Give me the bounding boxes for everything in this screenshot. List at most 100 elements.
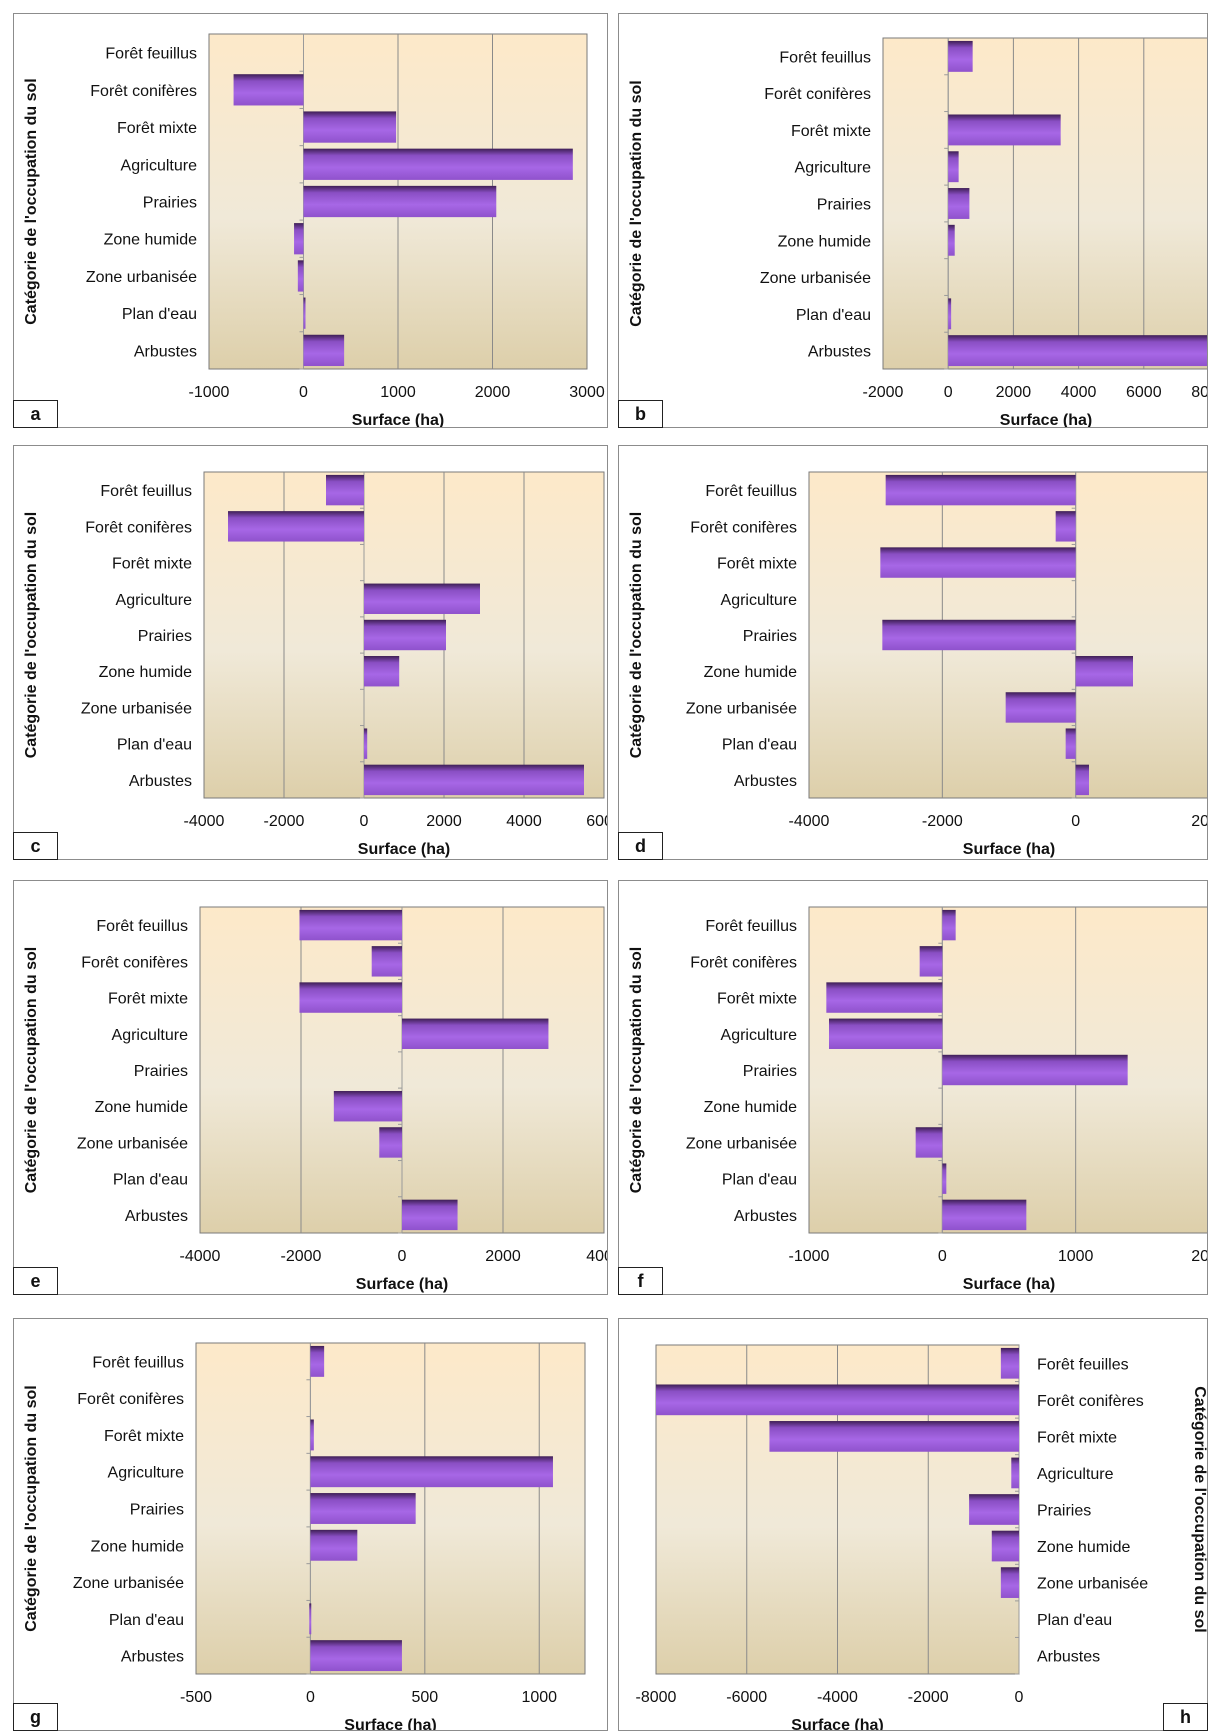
- category-label: Forêt mixte: [717, 991, 797, 1008]
- chart-panel-e: -4000 -2000 0 2000 4000 Forêt feuillus Forêt c…: [13, 880, 608, 1295]
- category-label: Zone humide: [704, 664, 797, 681]
- category-label: Plan d'eau: [1037, 1612, 1112, 1629]
- panel-letter: c: [13, 832, 58, 860]
- panel-letter: g: [13, 1703, 58, 1731]
- category-label: Plan d'eau: [722, 737, 797, 754]
- category-label: Agriculture: [1037, 1466, 1114, 1483]
- category-label: Forêt feuillus: [705, 483, 797, 500]
- category-label: Prairies: [1037, 1503, 1091, 1520]
- chart-svg: -4000 -2000 0 2000 Forêt feuillus Forêt conif…: [628, 471, 1207, 858]
- bar: [402, 1018, 549, 1049]
- y-axis-title: Catégorie de l'occupation du sol: [23, 947, 40, 1194]
- chart-panel-g: -500 0 500 1000 Forêt feuillus Forêt conifère…: [13, 1318, 608, 1731]
- category-label: Arbustes: [121, 1649, 184, 1666]
- bar: [310, 1493, 416, 1524]
- chart-panel-f: -1000 0 1000 2000 Forêt feuillus Forêt conifè…: [618, 880, 1208, 1295]
- x-tick-label: 0: [1015, 1689, 1024, 1706]
- x-tick-label: 2000: [485, 1248, 521, 1265]
- category-label: Zone urbanisée: [73, 1575, 184, 1592]
- category-label: Forêt conifères: [85, 519, 192, 536]
- y-axis-title: Catégorie de l'occupation du sol: [628, 80, 645, 327]
- bar: [310, 1419, 314, 1451]
- category-label: Forêt feuillus: [100, 483, 192, 500]
- bar: [303, 297, 306, 329]
- y-axis-title: Catégorie de l'occupation du sol: [628, 947, 645, 1194]
- category-label: Forêt conifères: [1037, 1393, 1144, 1410]
- x-tick-label: 1000: [380, 384, 416, 401]
- category-label: Arbustes: [125, 1208, 188, 1225]
- category-label: Zone humide: [95, 1099, 188, 1116]
- x-axis-title: Surface (ha): [791, 1717, 883, 1730]
- chart-svg: -500 0 500 1000 Forêt feuillus Forêt conifère…: [23, 1342, 586, 1730]
- bar: [885, 474, 1076, 506]
- bar: [969, 1494, 1019, 1525]
- category-label: Prairies: [143, 195, 197, 212]
- category-label: Zone urbanisée: [77, 1135, 188, 1152]
- category-label: Agriculture: [116, 592, 193, 609]
- bar: [1075, 764, 1089, 796]
- x-tick-label: 8000: [1191, 384, 1207, 401]
- x-tick-label: 2000: [996, 384, 1032, 401]
- x-tick-label: 6000: [586, 813, 607, 830]
- panel-letter: f: [618, 1267, 663, 1295]
- category-label: Forêt conifères: [90, 83, 197, 100]
- bar: [303, 334, 345, 367]
- x-tick-label: -2000: [863, 384, 904, 401]
- bar: [919, 946, 943, 977]
- category-label: Arbustes: [129, 773, 192, 790]
- chart-panel-d: -4000 -2000 0 2000 Forêt feuillus Forêt conif…: [618, 445, 1208, 860]
- bar: [303, 148, 573, 180]
- x-axis-title: Surface (ha): [963, 841, 1055, 858]
- x-tick-label: 0: [938, 1248, 947, 1265]
- category-label: Prairies: [130, 1502, 184, 1519]
- bar: [826, 982, 943, 1013]
- x-tick-label: 4000: [506, 813, 542, 830]
- category-label: Zone humide: [704, 1099, 797, 1116]
- category-label: Forêt conifères: [690, 954, 797, 971]
- x-tick-label: 0: [360, 813, 369, 830]
- bar: [942, 1199, 1027, 1231]
- x-tick-label: 3000: [569, 384, 605, 401]
- y-axis-title: Catégorie de l'occupation du sol: [23, 1385, 40, 1632]
- bar: [402, 1199, 458, 1231]
- bar: [379, 1127, 402, 1158]
- bar: [948, 114, 1061, 146]
- bar: [829, 1018, 943, 1049]
- bar: [326, 474, 364, 506]
- bar: [364, 656, 400, 687]
- x-tick-label: 6000: [1126, 384, 1162, 401]
- chart-svg: -8000 -6000 -4000 -2000 0 Forêt feuilles Forêt…: [636, 1344, 1207, 1730]
- chart-panel-h: -8000 -6000 -4000 -2000 0 Forêt feuilles Forêt…: [618, 1318, 1208, 1731]
- x-tick-label: -500: [180, 1689, 212, 1706]
- category-label: Plan d'eau: [109, 1612, 184, 1629]
- category-label: Zone urbanisée: [760, 270, 871, 287]
- bar: [656, 1384, 1019, 1416]
- category-label: Plan d'eau: [722, 1172, 797, 1189]
- bar: [364, 728, 368, 759]
- panel-letter: h: [1163, 1703, 1208, 1731]
- category-label: Zone humide: [104, 232, 197, 249]
- y-axis-title: Catégorie de l'occupation du sol: [23, 512, 40, 759]
- x-axis-title: Surface (ha): [344, 1717, 436, 1730]
- chart-svg: -1000 0 1000 2000 3000 Forêt feuillus Forêt co…: [23, 33, 605, 427]
- bar: [310, 1640, 402, 1672]
- bar: [942, 1163, 947, 1194]
- bar: [942, 909, 956, 941]
- category-label: Plan d'eau: [113, 1172, 188, 1189]
- x-tick-label: -2000: [264, 813, 305, 830]
- y-axis-title: Catégorie de l'occupation du sol: [23, 78, 40, 325]
- bar: [310, 1529, 358, 1561]
- category-label: Agriculture: [108, 1465, 185, 1482]
- bar: [310, 1345, 325, 1377]
- x-tick-label: -8000: [636, 1689, 677, 1706]
- bar: [333, 1091, 402, 1122]
- y-axis-title: Catégorie de l'occupation du sol: [628, 512, 645, 759]
- category-label: Agriculture: [721, 1027, 798, 1044]
- x-tick-label: 2000: [475, 384, 511, 401]
- category-label: Arbustes: [734, 1208, 797, 1225]
- bar: [299, 909, 402, 941]
- category-label: Forêt mixte: [117, 120, 197, 137]
- bar: [299, 982, 402, 1013]
- panel-letter: b: [618, 400, 663, 428]
